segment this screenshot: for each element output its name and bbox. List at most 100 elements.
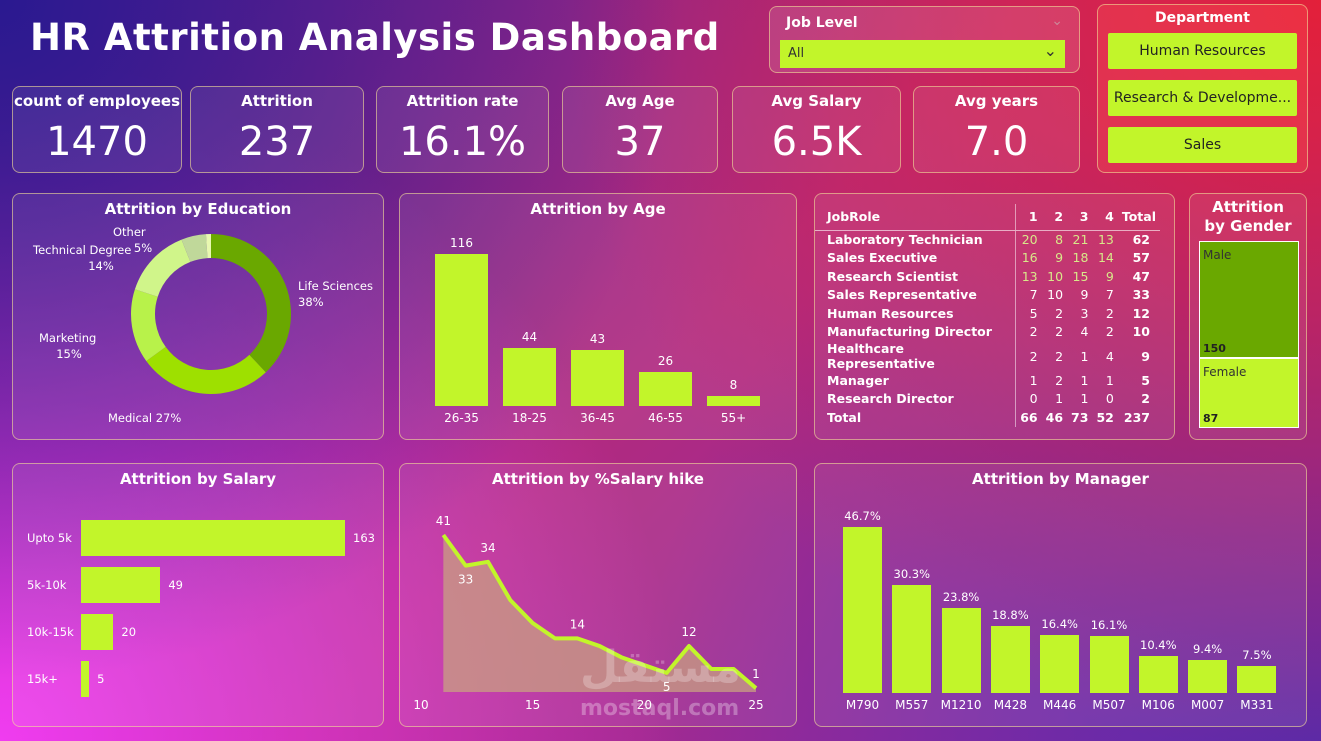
- hike-data-label: 12: [681, 625, 696, 639]
- value-cell: 237: [1123, 409, 1150, 425]
- value-cell: 57: [1132, 250, 1150, 266]
- manager-bar: [1237, 666, 1277, 693]
- dept-research-development[interactable]: Research & Developme...: [1108, 80, 1297, 116]
- kpi-value: 7.0: [964, 119, 1029, 165]
- donut-slice: [205, 234, 211, 259]
- donut-slice: [131, 289, 166, 362]
- age-category: 46-55: [648, 411, 683, 425]
- manager-value: 23.8%: [942, 590, 980, 605]
- value-cell: 46: [1045, 409, 1064, 425]
- job-level-label: Job Level: [786, 15, 858, 31]
- kpi-label: Attrition: [241, 92, 313, 110]
- kpi-card: Attrition rate 16.1%: [376, 86, 549, 173]
- role-cell: Research Scientist: [827, 268, 959, 284]
- age-bar: [571, 349, 624, 406]
- age-bar: [707, 395, 760, 406]
- age-value: 116: [450, 236, 473, 250]
- value-cell: 5: [1015, 304, 1042, 323]
- gender-value: 87: [1203, 411, 1219, 425]
- hike-panel: Attrition by %Salary hike 41 33 34 14 5 12 1 10…: [399, 463, 797, 727]
- kpi-label: count of employees: [13, 92, 181, 110]
- value-cell: 1: [1080, 391, 1089, 407]
- manager-value: 46.7%: [844, 509, 881, 523]
- header-cell: Total: [1117, 204, 1160, 231]
- table-row: Laboratory Technician 20 8 21 13 62: [815, 230, 1160, 249]
- dept-sales[interactable]: Sales: [1108, 127, 1297, 163]
- header-cell: 1: [1015, 204, 1042, 231]
- value-cell: 1: [1080, 372, 1089, 388]
- manager-category: M331: [1240, 698, 1274, 712]
- salary-panel: Attrition by Salary Upto 5k 163 5k-10k 49 10…: [12, 463, 384, 727]
- age-title: Attrition by Age: [530, 200, 666, 218]
- value-cell: 1: [1080, 348, 1089, 364]
- table-header: JobRole 1 2 3 4 Total: [815, 204, 1160, 231]
- table-row: Healthcare Representative 2 2 1 4 9: [815, 341, 1160, 371]
- value-cell: 1: [1015, 371, 1042, 390]
- job-level-slicer[interactable]: Job Level ⌄ All ⌄: [769, 6, 1080, 73]
- age-value: 26: [657, 353, 674, 368]
- salary-value: 20: [121, 625, 137, 639]
- manager-bar: [1138, 656, 1178, 693]
- donut-pct: 38%: [298, 295, 324, 309]
- value-cell: 9: [1080, 287, 1089, 303]
- department-slicer: Department Human Resources Research & De…: [1097, 4, 1308, 173]
- hike-area: [443, 535, 756, 692]
- age-category: 55+: [720, 411, 747, 425]
- jobrole-table: JobRole 1 2 3 4 Total Laboratory Technician 20 8…: [815, 204, 1160, 427]
- table-row: Manufacturing Director 2 2 4 2 10: [815, 322, 1160, 341]
- hike-x-tick: 25: [748, 698, 763, 712]
- gender-tile-male: Male 150: [1200, 242, 1298, 360]
- age-value: 43: [589, 331, 606, 346]
- value-cell: 10: [1047, 287, 1064, 303]
- salary-category: 10k-15k: [27, 625, 74, 639]
- hike-x-tick: 10: [413, 698, 428, 712]
- gender-title: Attrition by Gender: [1204, 198, 1292, 235]
- dept-human-resources[interactable]: Human Resources: [1108, 33, 1297, 69]
- hike-data-label: 41: [436, 514, 451, 528]
- role-cell: Sales Representative: [827, 287, 977, 303]
- kpi-value: 37: [614, 119, 666, 165]
- page-title: HR Attrition Analysis Dashboard: [30, 16, 720, 59]
- salary-value: 5: [97, 672, 105, 686]
- salary-bar: [81, 661, 90, 697]
- hike-data-label: 33: [458, 573, 473, 587]
- value-cell: 62: [1132, 232, 1150, 247]
- job-level-dropdown[interactable]: All ⌄: [780, 40, 1065, 68]
- hike-data-label: 5: [663, 680, 671, 694]
- salary-category: 15k+: [27, 672, 58, 686]
- age-bar: [503, 348, 556, 406]
- table-row: Human Resources 5 2 3 2 12: [815, 304, 1160, 323]
- donut-label: Life Sciences: [298, 279, 373, 293]
- value-cell: 1: [1105, 372, 1114, 388]
- value-cell: 10: [1132, 324, 1150, 340]
- gender-tile-female: Female 87: [1200, 359, 1298, 427]
- table-row: Manager 1 2 1 1 5: [815, 371, 1160, 390]
- value-cell: 2: [1141, 391, 1150, 407]
- value-cell: 2: [1105, 324, 1114, 340]
- value-cell: 47: [1132, 268, 1150, 284]
- hike-area-chart: 41 33 34 14 5 12 1 10 15 20 25: [413, 514, 763, 712]
- value-cell: 15: [1072, 268, 1089, 284]
- value-cell: 14: [1097, 250, 1114, 266]
- donut-slice: [134, 239, 191, 297]
- donut-pct: 14%: [88, 259, 114, 273]
- role-cell: Total: [827, 409, 862, 425]
- value-cell: 21: [1072, 232, 1089, 247]
- manager-bar: [892, 585, 932, 693]
- value-cell: 16: [1015, 248, 1042, 267]
- education-donut: Life Sciences 38% Medical 27% Marketing 15% T…: [32, 225, 373, 425]
- value-cell: 9: [1055, 250, 1064, 266]
- age-bar: [435, 254, 488, 406]
- value-cell: 9: [1105, 268, 1114, 284]
- value-cell: 4: [1080, 324, 1089, 340]
- value-cell: 66: [1015, 408, 1042, 427]
- hike-line: [441, 533, 758, 690]
- value-cell: 2: [1055, 324, 1064, 340]
- job-level-value: All: [788, 46, 805, 61]
- kpi-value: 6.5K: [771, 119, 862, 165]
- age-category: 36-45: [580, 411, 615, 425]
- manager-panel: Attrition by Manager 46.7% M790 30.3% M557 2…: [814, 463, 1307, 727]
- value-cell: 5: [1141, 372, 1150, 388]
- donut-slice: [146, 346, 266, 394]
- manager-category: M507: [1092, 698, 1126, 712]
